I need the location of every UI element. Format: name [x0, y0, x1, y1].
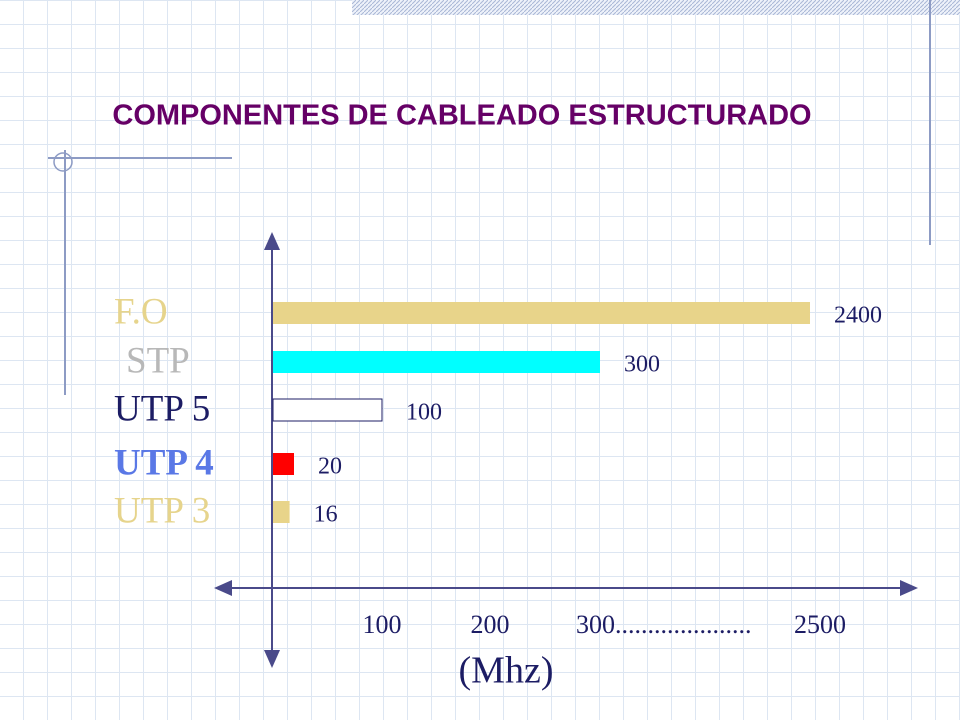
value-label: 100 — [406, 400, 442, 426]
x-tick-label: 2500 — [794, 610, 846, 639]
bar — [272, 398, 383, 422]
x-axis-label: (Mhz) — [459, 650, 554, 692]
value-label: 16 — [314, 502, 338, 528]
x-tick-label: 100 — [363, 610, 402, 639]
decor-circle — [53, 152, 73, 172]
bar — [273, 351, 600, 373]
chart-title: COMPONENTES DE CABLEADO ESTRUCTURADO — [112, 100, 811, 132]
value-label: 20 — [318, 454, 342, 480]
bar — [273, 501, 290, 523]
category-label: UTP 3 — [114, 490, 210, 531]
bar — [273, 453, 294, 475]
value-label: 2400 — [834, 303, 882, 329]
decor-band — [352, 0, 960, 15]
category-label: UTP 4 — [114, 442, 214, 483]
x-tick-label: 300..................... — [576, 610, 752, 639]
category-label: STP — [126, 340, 190, 381]
category-label: UTP 5 — [114, 388, 210, 429]
x-tick-label: 200 — [471, 610, 510, 639]
bar — [273, 302, 810, 324]
category-label: F.O — [114, 291, 168, 332]
value-label: 300 — [624, 352, 660, 378]
